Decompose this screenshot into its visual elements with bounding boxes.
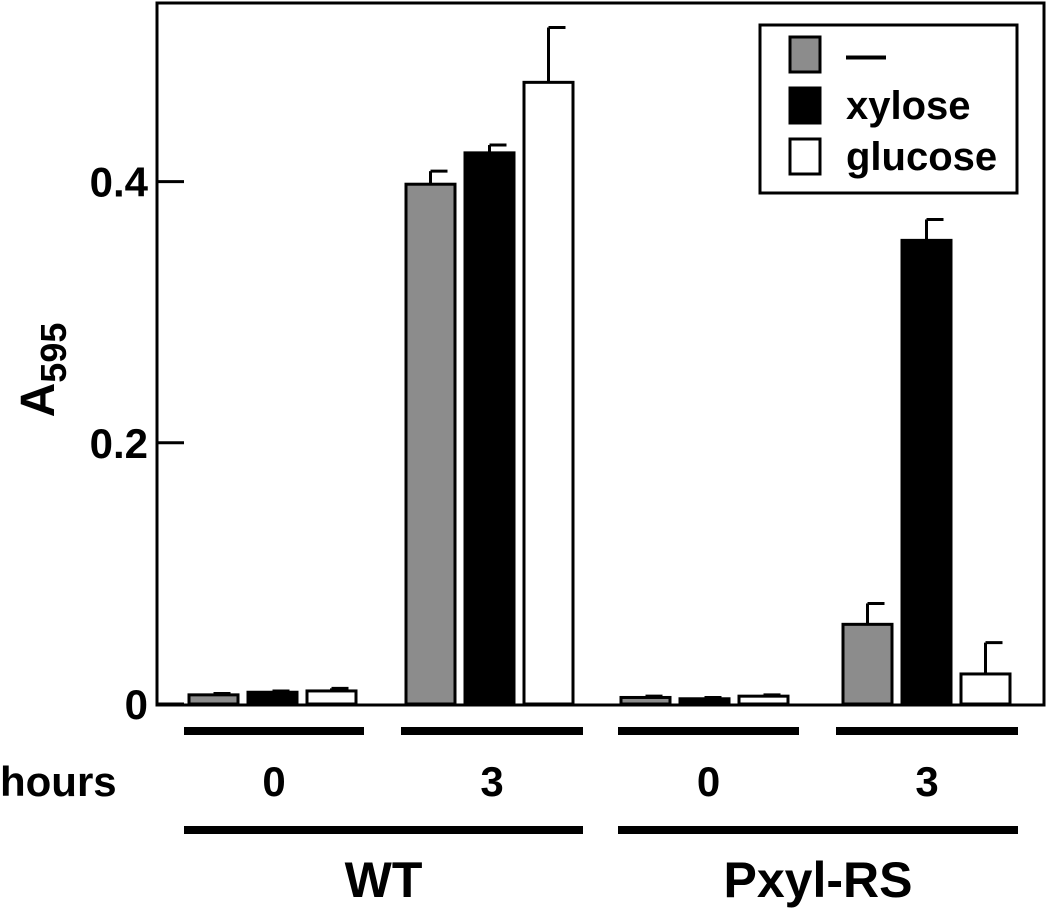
legend-swatch [788, 35, 822, 74]
bar [619, 695, 672, 706]
legend-label: glucose [846, 135, 997, 179]
bar [187, 693, 240, 706]
row-label-hours: hours [0, 758, 117, 805]
strain-label: WT [345, 852, 423, 908]
bars [187, 80, 1012, 706]
bar [678, 697, 731, 706]
error-bars [212, 25, 1003, 699]
hours-label: 3 [915, 758, 938, 805]
legend-label: xylose [846, 84, 971, 128]
bar [404, 182, 457, 706]
y-tick-label: 0.2 [90, 420, 148, 467]
bar [737, 694, 790, 706]
legend: — xylose glucose [758, 23, 1019, 195]
bar [841, 622, 894, 706]
bar [305, 689, 358, 706]
bar [900, 238, 953, 706]
y-tick-label: 0.4 [90, 159, 149, 206]
strain-label: Pxyl-RS [724, 852, 913, 908]
bar [463, 151, 516, 706]
x-axis: 0 3 0 3 hours WT Pxyl-RS [0, 727, 1018, 908]
hours-label: 0 [262, 758, 285, 805]
bar [246, 690, 299, 706]
legend-swatch [788, 137, 822, 176]
y-axis: 0 0.2 0.4 A595 [12, 159, 184, 728]
bar [522, 80, 575, 706]
legend-label: — [846, 33, 886, 77]
bar [959, 672, 1012, 706]
hours-label: 3 [480, 758, 503, 805]
y-tick-label: 0 [125, 681, 148, 728]
legend-swatch [788, 86, 822, 125]
plot-frame [155, 1, 1046, 707]
hours-label: 0 [697, 758, 720, 805]
y-axis-label: A595 [12, 323, 74, 418]
